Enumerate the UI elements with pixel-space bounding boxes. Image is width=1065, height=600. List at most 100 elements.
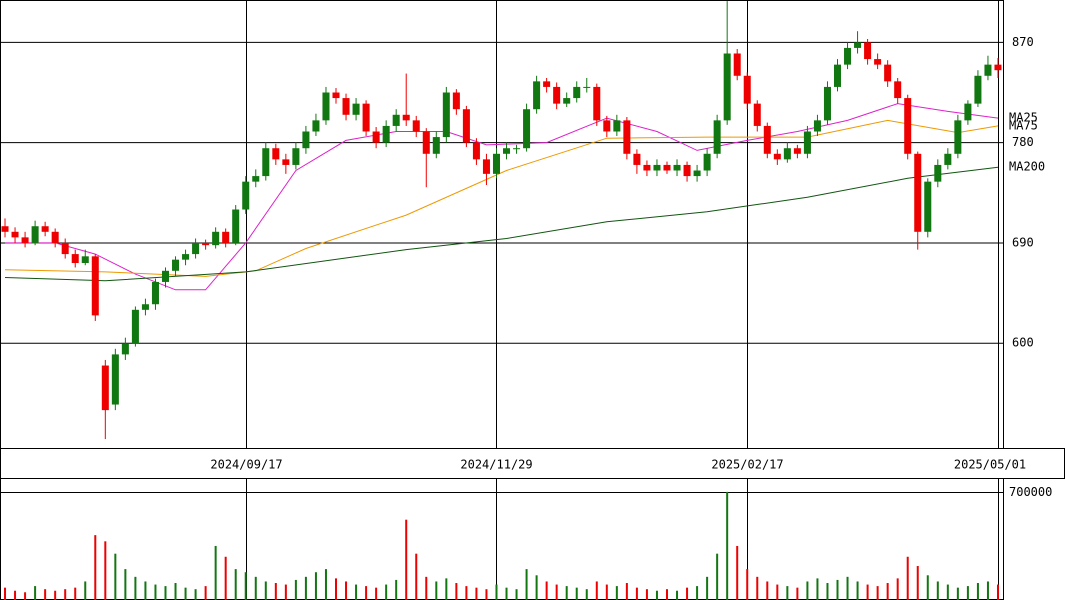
- volume-bar: [244, 572, 247, 600]
- volume-bar: [515, 589, 518, 600]
- volume-bar: [395, 579, 398, 600]
- volume-bar: [956, 587, 959, 600]
- candle-body: [1, 226, 9, 232]
- candle-body: [212, 231, 220, 246]
- candle-body: [462, 109, 470, 143]
- y-tick-label: 700000: [1009, 485, 1052, 499]
- volume-bar: [886, 583, 889, 600]
- volume-bar: [585, 589, 588, 600]
- candle-body: [412, 120, 420, 132]
- volume-bar: [976, 583, 979, 600]
- candle-body: [402, 114, 410, 121]
- volume-bar: [74, 587, 77, 600]
- candle-body: [472, 142, 480, 160]
- candle-body: [362, 103, 370, 132]
- volume-bar: [144, 581, 147, 600]
- candle-body: [563, 98, 571, 104]
- candle-body: [11, 231, 19, 238]
- candle-body: [874, 59, 882, 65]
- volume-bar: [64, 589, 67, 600]
- candle-body: [322, 92, 330, 121]
- x-tick-label: 2025/02/17: [711, 458, 783, 472]
- volume-bar: [736, 545, 739, 600]
- candle-body: [583, 86, 591, 88]
- volume-bar: [264, 581, 267, 600]
- candle-body: [823, 86, 831, 121]
- x-tick-label: 2025/05/01: [954, 458, 1026, 472]
- volume-bar: [214, 545, 217, 600]
- volume-bar: [134, 576, 137, 600]
- candle-body: [342, 98, 350, 115]
- y-tick-label: 600: [1012, 336, 1034, 350]
- candle-body: [533, 81, 541, 110]
- volume-bar: [615, 586, 618, 600]
- candle-body: [894, 81, 902, 99]
- candle-body: [101, 365, 109, 411]
- volume-bar: [776, 584, 779, 600]
- candle-body: [182, 254, 190, 260]
- volume-bar: [324, 569, 327, 600]
- volume-bar: [164, 586, 167, 600]
- volume-bar: [314, 572, 317, 600]
- volume-bar: [966, 586, 969, 600]
- volume-bar: [826, 583, 829, 600]
- volume-bar: [495, 584, 498, 600]
- candle-body: [623, 120, 631, 154]
- candle-body: [151, 281, 159, 305]
- candle-body: [553, 86, 561, 104]
- candle-body: [593, 86, 601, 121]
- candle-body: [192, 242, 200, 255]
- y-tick-label: 690: [1012, 235, 1034, 249]
- volume-bar: [365, 586, 368, 600]
- candle-body: [442, 92, 450, 138]
- volume-bar: [655, 590, 658, 600]
- volume-bar: [234, 569, 237, 600]
- candle-body: [242, 181, 250, 210]
- volume-bar: [84, 581, 87, 600]
- x-tick-label: 2024/11/29: [460, 458, 532, 472]
- volume-bar: [4, 587, 7, 600]
- volume-bar: [986, 581, 989, 600]
- legend-label: MA75: [1009, 118, 1038, 132]
- candle-body: [31, 226, 39, 243]
- candle-body: [272, 148, 280, 160]
- candle-body: [753, 103, 761, 126]
- volume-bar: [124, 569, 127, 600]
- volume-bar: [505, 587, 508, 600]
- volume-bar: [716, 553, 719, 600]
- volume-bar: [896, 578, 899, 600]
- candle-body: [633, 153, 641, 165]
- volume-bar: [435, 581, 438, 600]
- moving-average-line: [4, 166, 999, 282]
- volume-bar: [194, 589, 197, 600]
- candle-body: [793, 148, 801, 154]
- candle-body: [382, 125, 390, 143]
- candle-body: [773, 153, 781, 160]
- candle-body: [803, 131, 811, 154]
- volume-bar: [575, 587, 578, 600]
- candle-body: [202, 242, 210, 246]
- volume-bar: [906, 556, 909, 600]
- candle-body: [81, 256, 89, 264]
- moving-average-line: [4, 119, 999, 277]
- candle-body: [844, 47, 852, 65]
- candle-body: [372, 131, 380, 143]
- volume-bar: [114, 553, 117, 600]
- candle-body: [864, 42, 872, 60]
- volume-bar: [766, 581, 769, 600]
- candle-body: [944, 153, 952, 165]
- candle-body: [683, 164, 691, 177]
- volume-bar: [866, 584, 869, 600]
- volume-bar: [94, 535, 97, 600]
- candle-body: [954, 120, 962, 154]
- candle-body: [292, 148, 300, 165]
- volume-bar: [856, 581, 859, 600]
- volume-bar: [405, 519, 408, 600]
- volume-bar: [535, 575, 538, 600]
- volume-bar: [44, 589, 47, 600]
- candle-body: [121, 343, 129, 355]
- volume-bar: [726, 491, 729, 600]
- volume-bar: [525, 569, 528, 600]
- candle-body: [703, 153, 711, 171]
